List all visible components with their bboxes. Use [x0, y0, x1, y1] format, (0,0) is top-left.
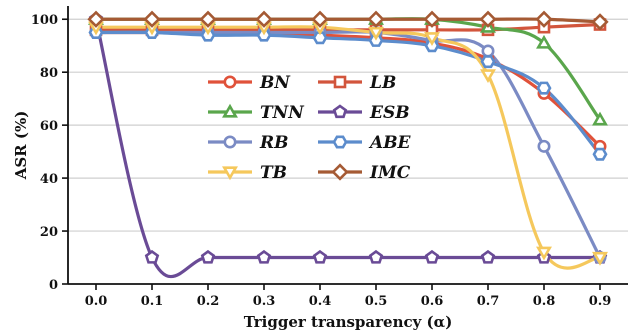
- gridlines: [68, 18, 628, 232]
- legend-marker-bn: [223, 75, 237, 89]
- x-tick-label-8: 0.8: [533, 294, 556, 309]
- legend-marker-imc: [331, 163, 349, 181]
- series-line-bn: [94, 30, 602, 148]
- series-line-imc: [94, 17, 602, 24]
- legend-marker-lb: [333, 75, 347, 89]
- point-tnn-8: [536, 34, 552, 49]
- point-tb-9: [592, 251, 608, 266]
- x-tick-label-3: 0.3: [253, 294, 276, 309]
- x-tick-label-7: 0.7: [477, 294, 500, 309]
- series-line-tb: [94, 25, 602, 270]
- point-abe-9: [592, 147, 608, 161]
- axes: 0 20 40 60 80 100 0.0 0.1 0.2 0.3 0.4 0.5 0.6 0.7 0.8 0…: [31, 6, 628, 309]
- point-imc-2: [199, 10, 217, 28]
- x-tick-label-6: 0.6: [421, 294, 444, 309]
- series-line-abe: [94, 30, 602, 156]
- series-lines: [87, 10, 609, 279]
- point-tb-5: [368, 26, 384, 41]
- point-esb-2: [200, 249, 216, 264]
- y-tick-label-40: 40: [40, 172, 58, 187]
- point-esb-4: [312, 249, 328, 264]
- legend-marker-tb: [222, 166, 238, 181]
- legend-label-tnn: TNN: [260, 103, 305, 123]
- point-rb-8: [537, 139, 551, 153]
- legend-item-tnn: TNN: [208, 103, 305, 123]
- point-tb-7: [480, 69, 496, 84]
- point-imc-1: [143, 10, 161, 28]
- point-imc-4: [311, 10, 329, 28]
- point-imc-0: [87, 10, 105, 28]
- x-tick-label-2: 0.2: [197, 294, 220, 309]
- point-esb-6: [424, 249, 440, 264]
- point-imc-6: [423, 10, 441, 28]
- legend-marker-rb: [223, 135, 237, 149]
- legend-label-tb: TB: [260, 163, 287, 183]
- series-line-esb: [94, 17, 602, 279]
- point-imc-7: [479, 10, 497, 28]
- y-tick-label-60: 60: [40, 119, 58, 134]
- point-tb-8: [536, 246, 552, 261]
- series-line-rb: [94, 30, 602, 260]
- point-abe-8: [536, 81, 552, 95]
- legend-item-lb: LB: [318, 73, 396, 93]
- point-esb-1: [144, 249, 160, 264]
- y-tick-label-80: 80: [40, 66, 58, 81]
- legend-label-rb: RB: [259, 133, 289, 153]
- point-imc-8: [535, 10, 553, 28]
- legend-item-esb: ESB: [318, 103, 410, 123]
- point-tnn-9: [592, 111, 608, 126]
- point-tb-6: [424, 32, 440, 46]
- y-axis-title: ASR (%): [12, 111, 30, 181]
- legend-item-tb: TB: [208, 163, 287, 183]
- legend-label-esb: ESB: [369, 103, 410, 123]
- legend-label-lb: LB: [369, 73, 396, 93]
- y-tick-label-0: 0: [49, 278, 58, 293]
- legend-label-bn: BN: [259, 73, 291, 93]
- point-abe-7: [480, 55, 496, 69]
- point-esb-3: [256, 249, 272, 264]
- legend-item-imc: IMC: [318, 163, 411, 183]
- x-tick-label-0: 0.0: [85, 294, 108, 309]
- legend-item-bn: BN: [208, 73, 291, 93]
- legend-marker-esb: [332, 104, 348, 119]
- point-rb-7: [481, 44, 495, 58]
- point-esb-5: [368, 249, 384, 264]
- point-imc-3: [255, 10, 273, 28]
- point-abe-4: [312, 31, 328, 45]
- legend-label-abe: ABE: [368, 133, 412, 153]
- legend-marker-abe: [332, 135, 348, 149]
- x-tick-label-1: 0.1: [141, 294, 164, 309]
- legend: BN LB TNN ESB RB ABE TB IMC: [208, 73, 412, 183]
- x-axis-title: Trigger transparency (α): [244, 313, 453, 331]
- legend-item-abe: ABE: [318, 133, 412, 153]
- x-tick-label-5: 0.5: [365, 294, 388, 309]
- point-imc-9: [591, 13, 609, 31]
- legend-marker-tnn: [222, 103, 238, 118]
- x-tick-label-9: 0.9: [589, 294, 612, 309]
- x-tick-label-4: 0.4: [309, 294, 332, 309]
- y-tick-label-100: 100: [31, 13, 58, 28]
- y-tick-label-20: 20: [40, 225, 58, 240]
- legend-label-imc: IMC: [369, 163, 411, 183]
- point-imc-5: [367, 10, 385, 28]
- legend-item-rb: RB: [208, 133, 289, 153]
- point-esb-7: [480, 249, 496, 264]
